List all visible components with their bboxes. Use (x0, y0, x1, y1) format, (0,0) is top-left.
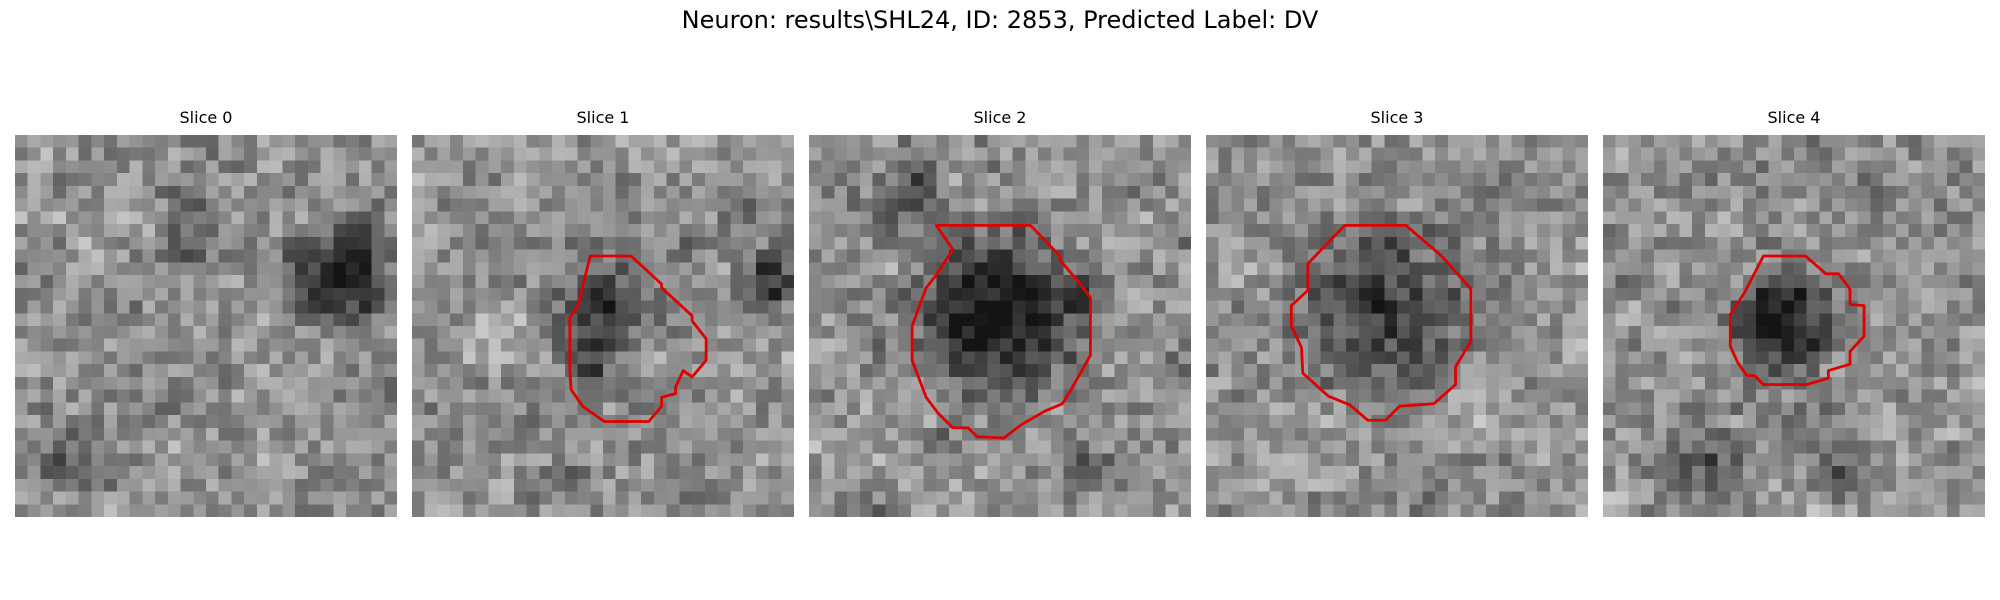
slice-title: Slice 3 (1370, 108, 1424, 127)
slice-image (1603, 135, 1985, 517)
slice-panel-4: Slice 4 (1603, 108, 1985, 517)
slice-panel-0: Slice 0 (15, 108, 397, 517)
figure-title: Neuron: results\SHL24, ID: 2853, Predict… (681, 6, 1319, 34)
segmentation-contour (568, 254, 708, 423)
slice-title: Slice 1 (576, 108, 630, 127)
slice-image (1206, 135, 1588, 517)
slice-image (15, 135, 397, 517)
slice-title: Slice 4 (1767, 108, 1821, 127)
slice-panel-1: Slice 1 (412, 108, 794, 517)
segmentation-contour (1728, 254, 1866, 386)
segmentation-contour (1289, 224, 1473, 422)
slice-title: Slice 0 (179, 108, 233, 127)
slice-image (412, 135, 794, 517)
slice-panel-2: Slice 2 (809, 108, 1191, 517)
slice-image (809, 135, 1191, 517)
slice-panel-3: Slice 3 (1206, 108, 1588, 517)
slice-title: Slice 2 (973, 108, 1027, 127)
segmentation-contour (910, 224, 1092, 440)
